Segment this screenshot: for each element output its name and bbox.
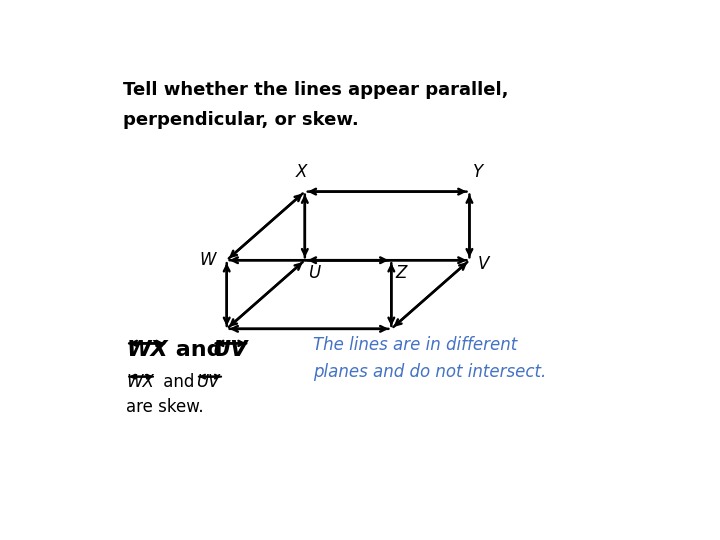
Text: UV: UV xyxy=(213,340,248,360)
Text: perpendicular, or skew.: perpendicular, or skew. xyxy=(124,111,359,129)
Text: Z: Z xyxy=(396,265,407,282)
Text: WX: WX xyxy=(126,340,168,360)
Text: UV: UV xyxy=(196,373,220,391)
Text: U: U xyxy=(307,265,320,282)
Text: WX: WX xyxy=(126,373,154,391)
Text: X: X xyxy=(295,163,307,181)
Text: and: and xyxy=(158,373,199,391)
Text: are skew.: are skew. xyxy=(126,398,204,416)
Text: and: and xyxy=(168,340,230,360)
Text: The lines are in different
planes and do not intersect.: The lines are in different planes and do… xyxy=(313,336,546,381)
Text: Tell whether the lines appear parallel,: Tell whether the lines appear parallel, xyxy=(124,82,509,99)
Text: Y: Y xyxy=(473,163,483,181)
Text: W: W xyxy=(199,251,215,269)
Text: V: V xyxy=(478,255,489,273)
